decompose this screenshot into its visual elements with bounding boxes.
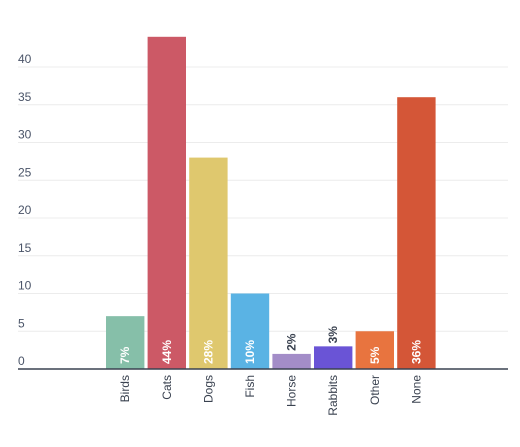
- y-axis-ticks: 0 5 10 15 20 25 30 35 40: [18, 52, 32, 368]
- y-tick-label: 20: [18, 203, 32, 217]
- bar-cats: [147, 36, 186, 370]
- y-tick-label: 30: [18, 128, 32, 142]
- data-label-birds: 7%: [118, 346, 132, 364]
- category-label-birds: Birds: [118, 375, 132, 402]
- category-label-other: Other: [368, 375, 382, 405]
- data-label-fish: 10%: [243, 340, 257, 364]
- data-label-none: 36%: [409, 340, 423, 364]
- bar-other: [355, 331, 394, 369]
- category-label-fish: Fish: [243, 375, 257, 398]
- bar-rabbits: [314, 346, 353, 369]
- data-label-rabbits: 3%: [326, 326, 340, 344]
- data-label-horse: 2%: [285, 333, 299, 351]
- data-label-cats: 44%: [160, 340, 174, 364]
- bar-none: [397, 97, 436, 369]
- bar-fish: [230, 293, 270, 369]
- bar-horse: [272, 353, 311, 369]
- y-tick-label: 15: [18, 241, 32, 255]
- y-tick-label: 10: [18, 279, 32, 293]
- category-label-rabbits: Rabbits: [326, 375, 340, 416]
- data-label-other: 5%: [368, 346, 382, 364]
- y-tick-label: 5: [18, 316, 25, 330]
- y-tick-label: 25: [18, 165, 32, 179]
- bars: [106, 36, 436, 370]
- category-label-none: None: [409, 375, 423, 404]
- data-label-dogs: 28%: [201, 340, 215, 364]
- y-tick-label: 35: [18, 90, 32, 104]
- category-label-dogs: Dogs: [201, 375, 215, 403]
- category-label-horse: Horse: [285, 375, 299, 407]
- data-labels: 7% 44% 28% 10% 2% 3% 5% 36%: [118, 326, 423, 364]
- category-label-cats: Cats: [160, 375, 174, 400]
- gridlines: [18, 66, 508, 332]
- category-labels: Birds Cats Dogs Fish Horse Rabbits Other None: [118, 375, 423, 416]
- y-tick-label: 40: [18, 52, 32, 66]
- bar-birds: [106, 316, 145, 369]
- bar-dogs: [189, 157, 228, 369]
- y-tick-label: 0: [18, 354, 25, 368]
